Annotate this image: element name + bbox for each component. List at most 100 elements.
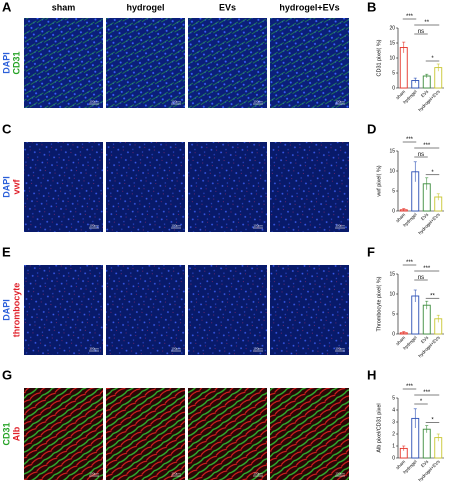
y-tick-label: 10 [389,291,395,297]
y-tick-label: 15 [389,40,395,46]
x-tick-label: EVs [420,88,430,98]
bar [399,47,408,89]
significance-label: * [431,56,434,62]
y-tick-label: 15 [389,148,395,154]
column-header: hydrogel [126,2,164,12]
scale-bar-label: 100μm [171,99,181,103]
micrograph [106,265,185,355]
y-tick-label: 4 [392,407,395,413]
micrograph [270,265,349,355]
x-tick-label: sham [395,212,406,223]
y-tick-label: 20 [389,25,395,31]
significance-label: ns [418,152,424,158]
y-tick-label: 0 [392,331,395,337]
scale-bar-label: 100μm [89,223,99,227]
micrograph [188,142,267,232]
significance-label: * [420,399,423,405]
scale-bar-label: 100μm [335,223,345,227]
scale-bar-label: 100μm [171,471,181,475]
y-tick-label: 15 [389,271,395,277]
micrograph [24,142,103,232]
micrograph [106,142,185,232]
y-axis-label: Alb pixel/CD31 pixel [376,403,382,452]
y-tick-label: 0 [392,85,395,91]
scale-bar-label: 100μm [253,99,263,103]
y-tick-label: 10 [389,168,395,174]
stain-label: Alb [11,426,21,441]
scale-bar-label: 100μm [335,99,345,103]
significance-label: * [431,170,434,176]
y-tick-label: 0 [392,208,395,214]
significance-label: *** [423,266,431,272]
micrograph [188,265,267,355]
stain-label: thrombocyte [11,283,21,338]
panel-letter: D [367,121,376,136]
scale-bar-label: 100μm [253,223,263,227]
micrograph [24,265,103,355]
x-tick-label: hydrogel+EVs [417,458,441,482]
scale-bar-label: 100μm [253,471,263,475]
panel-letter: H [367,367,376,382]
micrograph [270,18,349,108]
y-axis-label: CD31 pixel( %) [376,39,382,76]
x-tick-label: hydrogel+EVs [417,88,441,112]
significance-label: ** [424,20,429,26]
significance-label: *** [423,390,431,396]
scale-bar-label: 100μm [253,346,263,350]
column-header: hydrogel+EVs [279,2,339,12]
significance-label: ns [418,275,424,281]
y-tick-label: 5 [392,311,395,317]
panel-letter: A [2,0,12,14]
column-header: sham [52,2,76,12]
micrograph [188,388,267,480]
micrograph [106,388,185,480]
micrograph [24,388,103,480]
y-axis-label: Thrombocyte pixel( %) [376,276,382,331]
micrograph [188,18,267,108]
scale-bar-label: 100μm [171,346,181,350]
x-tick-label: sham [395,459,406,470]
y-tick-label: 5 [392,188,395,194]
scale-bar-label: 100μm [335,346,345,350]
y-tick-label: 10 [389,55,395,61]
significance-label: ** [430,293,435,299]
stain-label: DAPI [1,52,11,74]
x-tick-label: EVs [420,458,430,468]
panel-letter: F [367,244,375,259]
stain-label: CD31 [1,422,11,445]
scale-bar-label: 100μm [89,99,99,103]
x-tick-label: sham [395,335,406,346]
stain-label: vwf [11,179,21,195]
scale-bar-label: 100μm [89,471,99,475]
bar [422,428,431,459]
significance-label: *** [423,143,431,149]
stain-label: DAPI [1,176,11,198]
significance-label: * [431,418,434,424]
panel-letter: E [2,244,11,259]
significance-label: *** [406,14,414,20]
panel-letter: B [367,0,376,14]
micrograph [24,18,103,108]
x-tick-label: EVs [420,334,430,344]
micrograph [106,18,185,108]
significance-label: *** [406,384,414,390]
significance-label: *** [406,260,414,266]
panel-letter: C [2,121,12,136]
y-tick-label: 1 [392,443,395,449]
column-header: EVs [219,2,236,12]
y-tick-label: 5 [392,70,395,76]
y-tick-label: 0 [392,455,395,461]
x-tick-label: sham [395,89,406,100]
scale-bar-label: 100μm [335,471,345,475]
y-tick-label: 5 [392,395,395,401]
x-tick-label: EVs [420,211,430,221]
scale-bar-label: 100μm [171,223,181,227]
significance-label: *** [406,137,414,143]
stain-label: DAPI [1,299,11,321]
significance-label: ns [418,29,424,35]
scale-bar-label: 100μm [89,346,99,350]
bar [422,304,431,335]
